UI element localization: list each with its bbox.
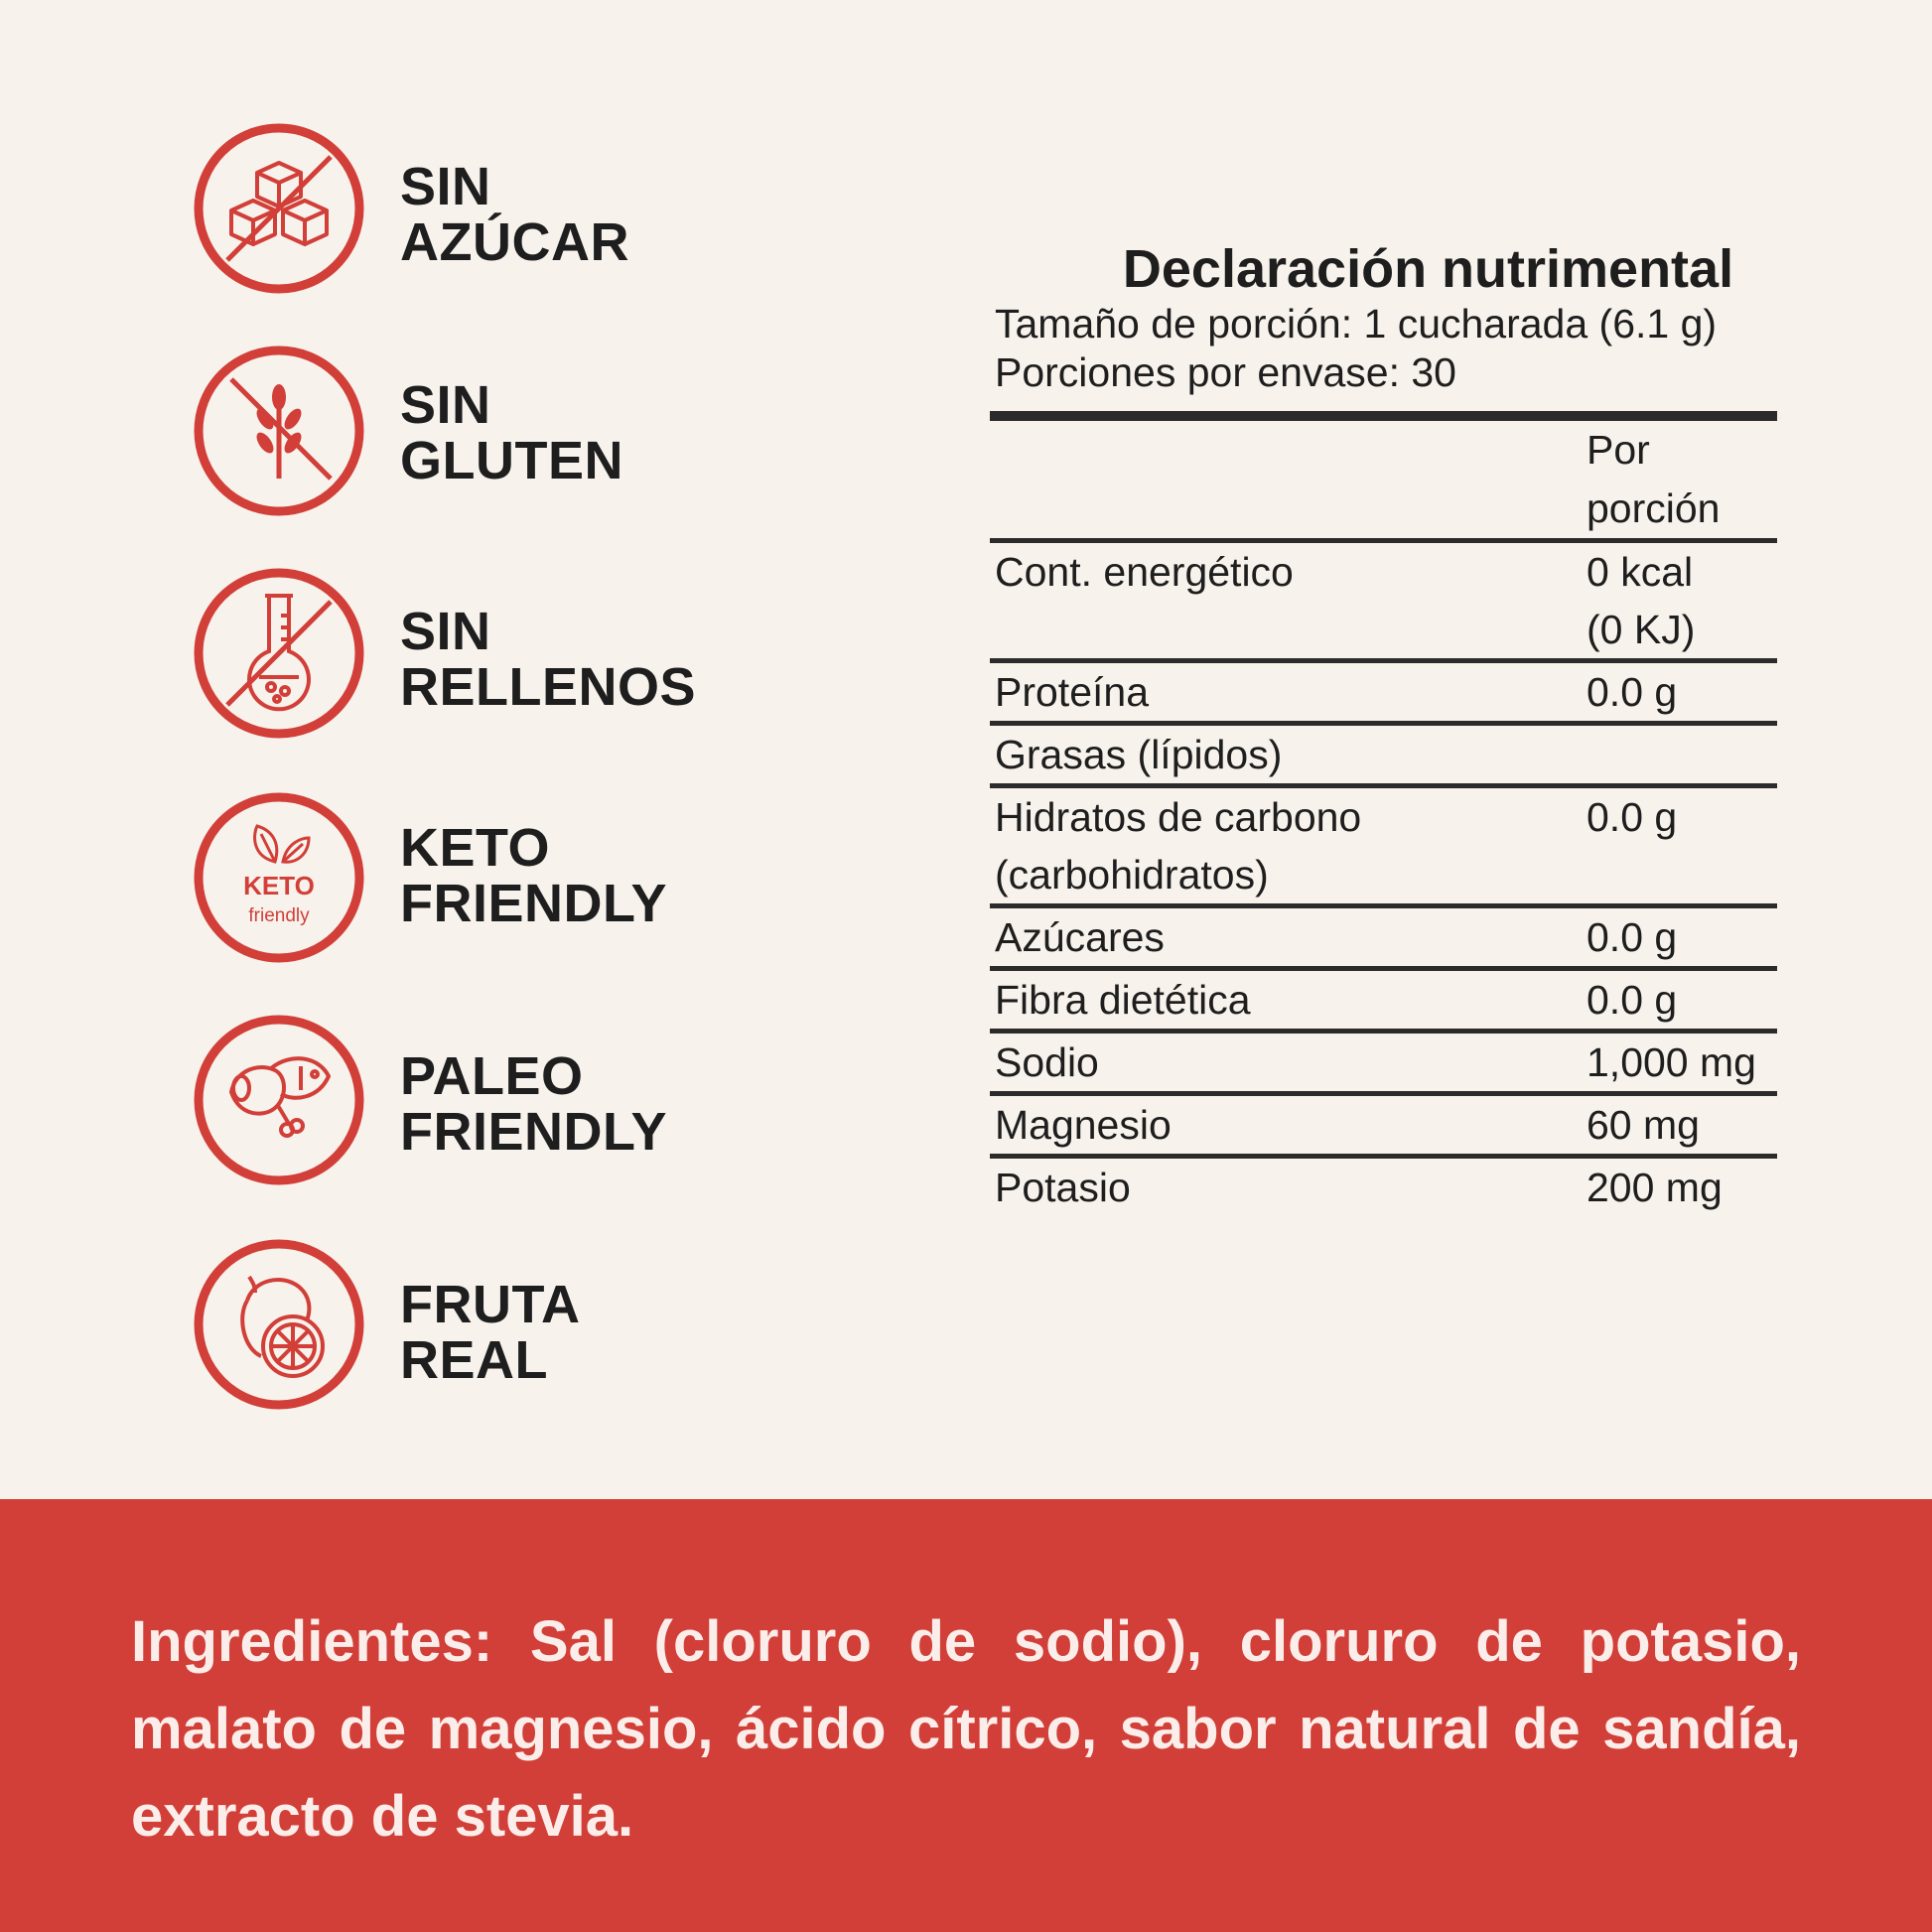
badge-fruta-real: FRUTA REAL: [192, 1237, 906, 1416]
table-header-row: Por porción: [990, 421, 1777, 543]
table-row: Azúcares 0.0 g: [990, 908, 1777, 971]
table-row: Cont. energético 0 kcal (0 KJ): [990, 543, 1777, 663]
paleo-meat-fish-icon: [192, 1013, 366, 1187]
table-row: Fibra dietética 0.0 g: [990, 971, 1777, 1034]
svg-text:friendly: friendly: [248, 905, 310, 926]
badge-keto-friendly: KETO friendly KETO FRIENDLY: [192, 790, 906, 969]
nutrient-name: (carbohidratos): [995, 852, 1269, 897]
badge-label: PALEO FRIENDLY: [400, 1046, 668, 1162]
keto-friendly-leaves-icon: KETO friendly: [192, 790, 366, 965]
badge-label: SIN RELLENOS: [400, 602, 697, 717]
nutrient-value: 1,000 mg: [1587, 1039, 1756, 1085]
badge-label: SIN AZÚCAR: [400, 157, 629, 272]
column-header: Por: [1587, 427, 1650, 473]
table-row: Potasio 200 mg: [990, 1159, 1777, 1216]
nutrient-name: Magnesio: [995, 1102, 1172, 1148]
citrus-fruit-icon: [192, 1237, 366, 1412]
nutrient-value: 0 kcal: [1587, 549, 1694, 595]
nutrition-table: Declaración nutrimental Tamaño de porció…: [990, 238, 1777, 1216]
badge-sin-gluten: SIN GLUTEN: [192, 344, 906, 522]
nutrient-name: Proteína: [995, 669, 1149, 715]
no-sugar-cubes-icon: [192, 121, 366, 296]
nutrient-value: 0.0 g: [1587, 794, 1678, 840]
badge-label: SIN GLUTEN: [400, 375, 623, 490]
badge-sin-azucar: SIN AZÚCAR: [192, 121, 906, 300]
servings-per-container: Porciones por envase: 30: [995, 349, 1456, 395]
nutrient-value: 200 mg: [1587, 1165, 1723, 1210]
nutrition-title: Declaración nutrimental: [1122, 239, 1734, 299]
nutrient-name: Fibra dietética: [995, 977, 1251, 1023]
svg-text:KETO: KETO: [243, 871, 315, 900]
no-fillers-flask-icon: [192, 566, 366, 741]
nutrient-name: Cont. energético: [995, 549, 1294, 595]
nutrient-value: 0.0 g: [1587, 977, 1678, 1023]
badge-label: KETO FRIENDLY: [400, 818, 668, 933]
nutrient-name: Hidratos de carbono: [995, 794, 1362, 840]
no-gluten-wheat-icon: [192, 344, 366, 518]
column-header: porción: [1587, 485, 1721, 531]
serving-size: Tamaño de porción: 1 cucharada (6.1 g): [995, 301, 1718, 346]
table-row: Hidratos de carbono (carbohidratos) 0.0 …: [990, 788, 1777, 908]
badge-sin-rellenos: SIN RELLENOS: [192, 566, 906, 745]
nutrient-value: 0.0 g: [1587, 914, 1678, 960]
table-row: Proteína 0.0 g: [990, 663, 1777, 726]
nutrient-name: Sodio: [995, 1039, 1099, 1085]
thick-divider: [990, 411, 1777, 421]
nutrient-name: Azúcares: [995, 914, 1165, 960]
nutrient-value: [1587, 726, 1777, 783]
ingredients-text: Ingredientes: Sal (cloruro de sodio), cl…: [131, 1609, 1801, 1849]
ingredients-band: Ingredientes: Sal (cloruro de sodio), cl…: [0, 1499, 1932, 1932]
table-row: Grasas (lípidos): [990, 726, 1777, 788]
badge-paleo-friendly: PALEO FRIENDLY: [192, 1013, 906, 1191]
table-row: Sodio 1,000 mg: [990, 1034, 1777, 1096]
badge-label: FRUTA REAL: [400, 1275, 581, 1390]
nutrient-name: Grasas (lípidos): [995, 732, 1283, 777]
nutrient-value: (0 KJ): [1587, 607, 1696, 652]
nutrient-value: 60 mg: [1587, 1102, 1700, 1148]
nutrient-name: Potasio: [995, 1165, 1131, 1210]
table-row: Magnesio 60 mg: [990, 1096, 1777, 1159]
nutrient-value: 0.0 g: [1587, 669, 1678, 715]
